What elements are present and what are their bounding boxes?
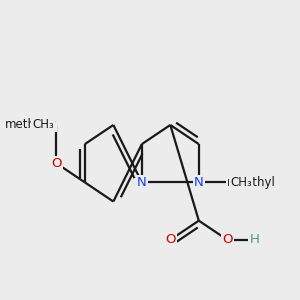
Text: H: H	[249, 233, 259, 246]
Text: methoxy: methoxy	[4, 118, 56, 131]
Text: CH₃: CH₃	[230, 176, 252, 189]
Text: N: N	[137, 176, 147, 189]
Text: O: O	[51, 157, 62, 170]
Text: N: N	[194, 176, 204, 189]
Text: O: O	[222, 233, 232, 246]
Text: CH₃: CH₃	[32, 118, 54, 131]
Text: nmethyl: nmethyl	[227, 176, 276, 189]
Text: O: O	[165, 233, 175, 246]
